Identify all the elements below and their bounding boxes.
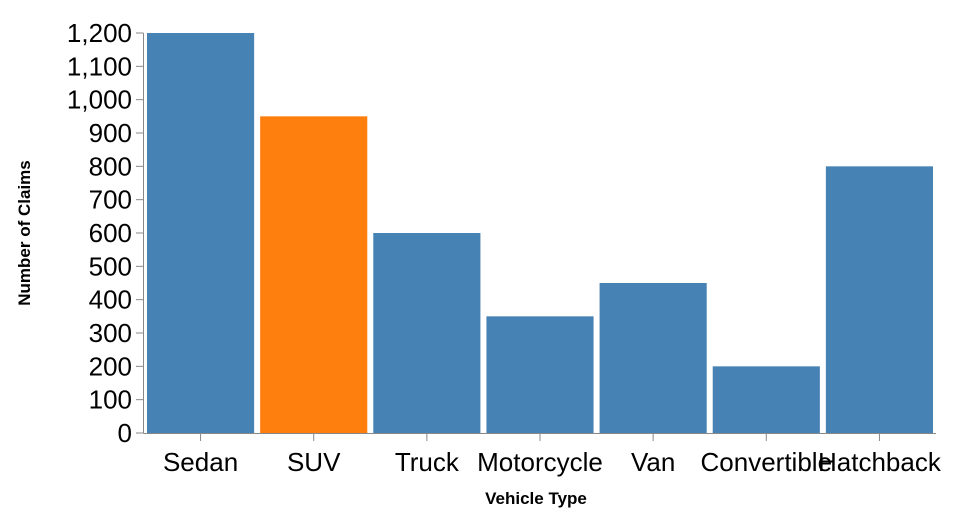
x-tick-label: Hatchback — [818, 447, 942, 477]
bar-suv — [260, 116, 368, 433]
bar-sedan — [147, 33, 255, 433]
y-tick-label: 200 — [89, 351, 132, 381]
y-tick-label: 0 — [118, 418, 132, 448]
y-tick-label: 900 — [89, 118, 132, 148]
x-tick-label: SUV — [287, 447, 341, 477]
x-axis-title: Vehicle Type — [485, 489, 587, 508]
x-tick-label: Van — [631, 447, 675, 477]
bar-motorcycle — [486, 316, 594, 433]
y-tick-label: 300 — [89, 318, 132, 348]
y-tick-label: 600 — [89, 218, 132, 248]
y-tick-label: 700 — [89, 185, 132, 215]
bars-group — [147, 33, 933, 434]
y-axis-title: Number of Claims — [15, 160, 34, 305]
y-tick-label: 500 — [89, 251, 132, 281]
bar-hatchback — [825, 166, 933, 434]
y-tick-label: 400 — [89, 285, 132, 315]
y-tick-label: 100 — [89, 385, 132, 415]
y-tick-label: 1,100 — [67, 51, 132, 81]
x-tick-label: Truck — [395, 447, 460, 477]
x-axis: Sedan SUV Truck Motorcycle Van ConvertibleHat… — [143, 433, 942, 477]
x-tick-label: Convertible — [701, 447, 833, 477]
x-tick-label: Sedan — [163, 447, 238, 477]
x-tick-label: Motorcycle — [477, 447, 603, 477]
bar-convertible — [712, 366, 820, 433]
y-tick-label: 800 — [89, 151, 132, 181]
y-tick-label: 1,200 — [67, 18, 132, 48]
bar-van — [599, 283, 707, 433]
y-tick-label: 1,000 — [67, 85, 132, 115]
bar-truck — [373, 233, 481, 433]
